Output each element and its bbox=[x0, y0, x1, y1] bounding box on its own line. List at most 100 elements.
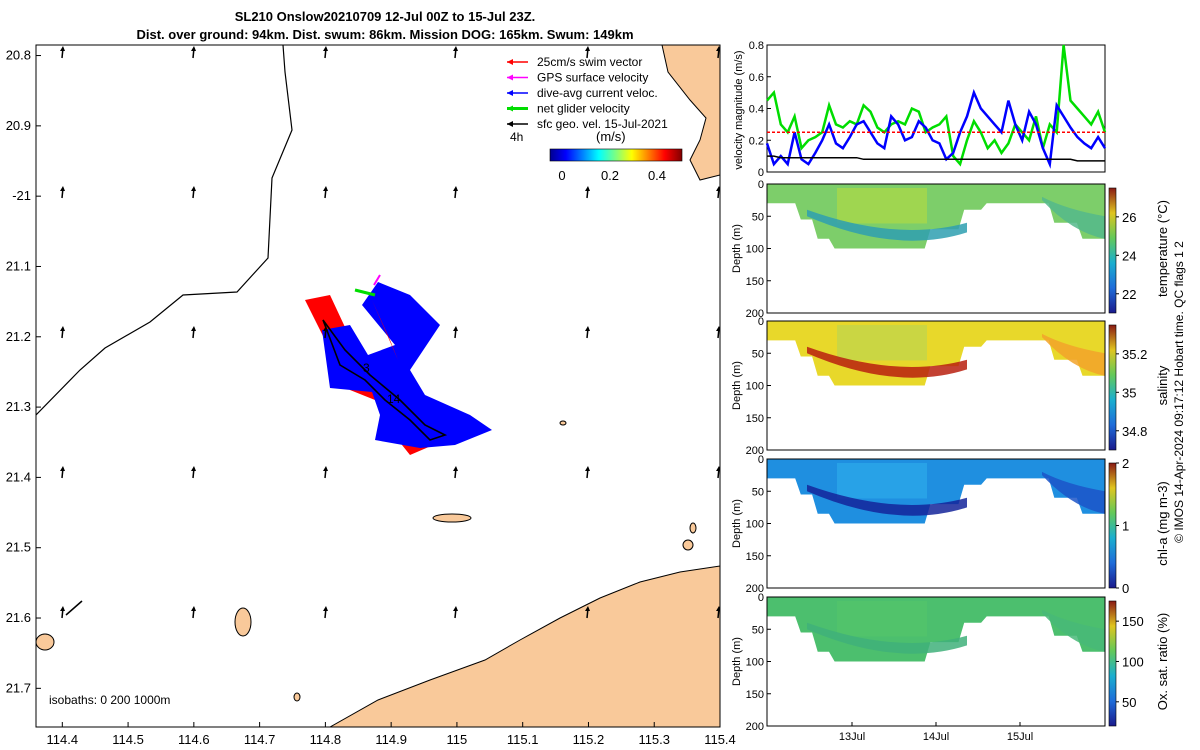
section-data-patch bbox=[837, 325, 927, 361]
colorbar-title: (m/s) bbox=[596, 129, 626, 144]
mainland-coast bbox=[328, 565, 720, 727]
sfc-arrowhead bbox=[453, 606, 458, 611]
colorbar-tick: 0 bbox=[558, 168, 565, 183]
colorbar-tick: 0.4 bbox=[648, 168, 666, 183]
velocity-y-tick-label: 0.2 bbox=[749, 135, 764, 147]
section-y-tick-label: 50 bbox=[752, 486, 764, 498]
sfc-arrowhead bbox=[585, 186, 590, 191]
island bbox=[682, 539, 694, 551]
section-ylabel: Depth (m) bbox=[731, 637, 743, 686]
section-y-tick-label: 0 bbox=[758, 316, 764, 328]
legend-label: sfc geo. vel. 15-Jul-2021 bbox=[537, 117, 668, 131]
velocity-y-tick-label: 0 bbox=[758, 167, 764, 179]
section-y-tick-label: 0 bbox=[758, 454, 764, 466]
map-x-tick-label: 114.9 bbox=[375, 732, 407, 747]
map-y-tick-label: 20.9 bbox=[6, 118, 31, 133]
velocity-panel: 0 0.2 0.4 0.6 0.8 velocity magnitude (m/s) bbox=[733, 40, 1107, 179]
map-y-tick-label: 21.1 bbox=[6, 258, 31, 273]
section-y-tick-label: 200 bbox=[746, 445, 764, 457]
section-deep-layer bbox=[807, 484, 967, 516]
section-y-tick-label: 100 bbox=[746, 519, 764, 531]
section-deep-layer bbox=[1042, 609, 1105, 652]
legend-label: 25cm/s swim vector bbox=[537, 55, 642, 69]
section-deep-layer bbox=[1042, 333, 1105, 376]
section-y-tick-label: 200 bbox=[746, 308, 764, 320]
section-y-tick-label: 50 bbox=[752, 624, 764, 636]
colorbar-label: chl-a (mg m-3) bbox=[1155, 481, 1170, 566]
map-y-tick-label: 21.5 bbox=[6, 540, 31, 555]
legend-arrowhead bbox=[507, 59, 513, 65]
island bbox=[36, 633, 55, 651]
sfc-arrowhead bbox=[191, 466, 196, 471]
sfc-arrowhead bbox=[716, 46, 720, 51]
sfc-arrowhead bbox=[453, 186, 458, 191]
colorbar-label: Ox. sat. ratio (%) bbox=[1155, 613, 1170, 711]
velocity-series-line bbox=[765, 88, 1107, 169]
legend-label: GPS surface velocity bbox=[537, 71, 648, 85]
colorbar-tick-label: 150 bbox=[1122, 614, 1144, 629]
current-vector-field bbox=[305, 274, 492, 455]
section-data-patch bbox=[837, 601, 927, 637]
velocity-series-line bbox=[767, 155, 1105, 162]
velocity-y-tick-label: 0.4 bbox=[749, 104, 764, 116]
north-island bbox=[661, 45, 720, 181]
sfc-arrowhead bbox=[453, 326, 458, 331]
section-data-patch bbox=[837, 188, 927, 224]
sfc-arrowhead bbox=[323, 606, 328, 611]
isobaths-label: isobaths: 0 200 1000m bbox=[49, 693, 170, 707]
sfc-arrowhead bbox=[323, 186, 328, 191]
map-x-tick-label: 114.6 bbox=[178, 732, 210, 747]
net-velocity-arrow bbox=[354, 288, 376, 297]
legend-arrowhead bbox=[507, 105, 513, 112]
section-panel-salinity: 0 50 100 150 200 Depth (m) 34.8 35 35.2 salinity bbox=[731, 316, 1170, 457]
colorbar-tick-label: 100 bbox=[1122, 654, 1144, 669]
map-y-axis: 20.8 20.9 -21 21.1 21.2 21.3 21.4 21.5 21.6 21.7 bbox=[6, 48, 41, 695]
section-ylabel: Depth (m) bbox=[731, 224, 743, 273]
colorbar-tick-label: 35.2 bbox=[1122, 347, 1147, 362]
map-legend: 25cm/s swim vector GPS surface velocitydi… bbox=[507, 55, 683, 183]
sfc-arrowhead bbox=[60, 326, 65, 331]
sfc-arrow bbox=[65, 600, 83, 616]
map-y-tick-label: 21.4 bbox=[6, 469, 31, 484]
map-x-tick-label: 114.4 bbox=[47, 732, 79, 747]
colorbar-tick-label: 22 bbox=[1122, 287, 1136, 302]
section-colorbar bbox=[1108, 600, 1117, 727]
map-y-tick-label: 20.8 bbox=[6, 48, 31, 63]
section-y-tick-label: 0 bbox=[758, 592, 764, 604]
legend-arrowhead bbox=[507, 74, 513, 81]
section-y-tick-label: 100 bbox=[746, 657, 764, 669]
track-label-14: 14 bbox=[387, 392, 401, 406]
section-x-tick-label: 13Jul bbox=[839, 731, 865, 743]
map-x-axis: 114.4 114.5 114.6 114.7 114.8 114.9 115 115.1 11… bbox=[47, 722, 736, 747]
sfc-arrowhead bbox=[191, 46, 196, 51]
legend-arrowhead bbox=[507, 90, 513, 96]
legend-arrowhead bbox=[507, 121, 513, 127]
map-y-tick-label: -21 bbox=[12, 188, 31, 203]
credit-label: © IMOS 14-Apr-2024 09:17:12 Hobart time.… bbox=[1172, 241, 1186, 543]
sfc-arrowhead bbox=[60, 46, 65, 51]
section-y-tick-label: 200 bbox=[746, 583, 764, 595]
section-panel-oxygen: 0 50 100 150 200 Depth (m) 50 100 150 Ox. sat. ra… bbox=[731, 592, 1170, 743]
sfc-arrowhead bbox=[60, 466, 65, 471]
map-x-tick-label: 115.2 bbox=[573, 732, 605, 747]
map-y-tick-label: 21.6 bbox=[6, 610, 31, 625]
chart-title-line1: SL210 Onslow20210709 12-Jul 00Z to 15-Ju… bbox=[234, 9, 536, 24]
section-colorbar bbox=[1108, 462, 1117, 589]
map-frame bbox=[35, 44, 721, 728]
section-y-tick-label: 0 bbox=[758, 179, 764, 191]
colorbar-tick-label: 35 bbox=[1122, 385, 1136, 400]
map-x-tick-label: 115.4 bbox=[704, 732, 736, 747]
section-y-tick-label: 100 bbox=[746, 244, 764, 256]
sfc-arrowhead bbox=[323, 326, 328, 331]
island bbox=[234, 607, 252, 637]
gps-velocity-arrow bbox=[373, 274, 381, 286]
section-x-tick-label: 15Jul bbox=[1007, 731, 1033, 743]
section-y-tick-label: 150 bbox=[746, 276, 764, 288]
section-y-tick-label: 100 bbox=[746, 381, 764, 393]
section-x-tick-label: 14Jul bbox=[923, 731, 949, 743]
sfc-arrowhead bbox=[716, 326, 720, 331]
legend-label: dive-avg current veloc. bbox=[537, 86, 658, 100]
map-x-tick-label: 115.1 bbox=[507, 732, 539, 747]
map-x-tick-label: 114.7 bbox=[244, 732, 276, 747]
colorbar-tick: 0.2 bbox=[601, 168, 619, 183]
